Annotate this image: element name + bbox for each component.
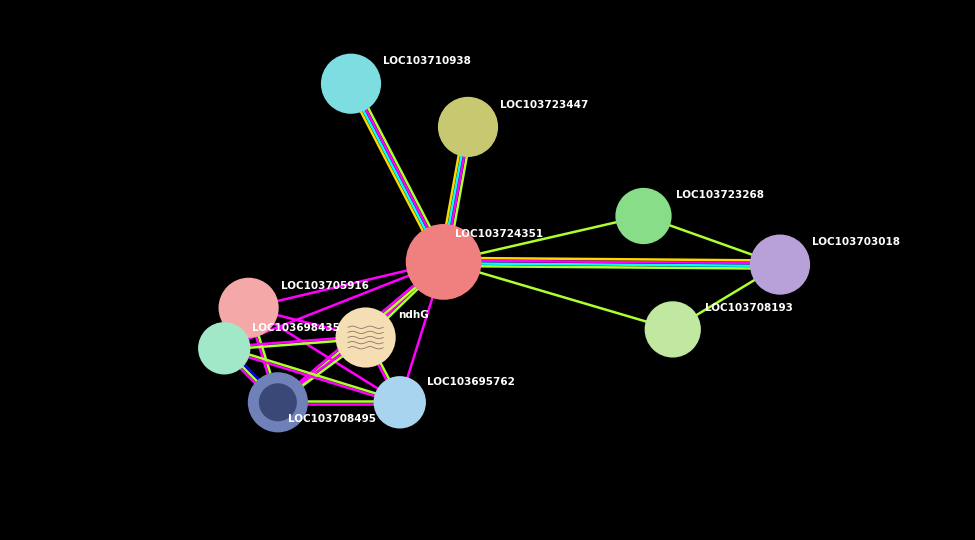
Circle shape	[322, 55, 380, 113]
Circle shape	[751, 235, 809, 294]
Circle shape	[439, 98, 497, 156]
Circle shape	[219, 279, 278, 337]
Text: LOC103724351: LOC103724351	[455, 229, 543, 239]
Text: LOC103698435: LOC103698435	[252, 323, 339, 333]
Circle shape	[374, 377, 425, 428]
Text: LOC103708193: LOC103708193	[705, 303, 793, 313]
Circle shape	[249, 373, 307, 431]
Circle shape	[645, 302, 700, 357]
Text: LOC103695762: LOC103695762	[427, 377, 515, 387]
Text: LOC103703018: LOC103703018	[812, 237, 900, 247]
Text: LOC103708495: LOC103708495	[288, 414, 375, 424]
Text: LOC103705916: LOC103705916	[281, 280, 369, 291]
Circle shape	[407, 225, 481, 299]
Text: ndhG: ndhG	[398, 310, 429, 320]
Circle shape	[336, 308, 395, 367]
Circle shape	[616, 188, 671, 244]
Circle shape	[259, 383, 296, 421]
Text: LOC103723447: LOC103723447	[500, 99, 589, 110]
Text: LOC103723268: LOC103723268	[676, 190, 763, 200]
Circle shape	[199, 323, 250, 374]
Text: LOC103710938: LOC103710938	[383, 56, 471, 66]
